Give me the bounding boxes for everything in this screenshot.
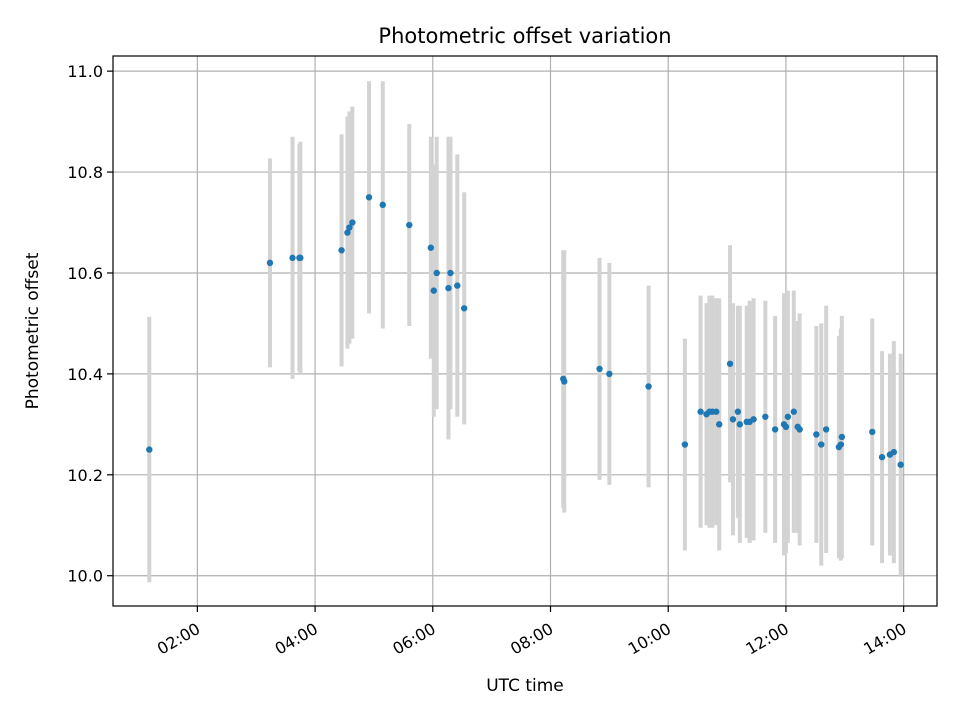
data-point: [890, 448, 898, 456]
y-axis-ticks: 10.0 10.2 10.4 10.6 10.8 11.0: [67, 62, 113, 586]
data-point: [445, 284, 452, 292]
data-point: [606, 370, 613, 378]
data-point: [784, 413, 792, 420]
data-point: [713, 408, 720, 415]
data-point: [427, 244, 435, 251]
data-point: [430, 287, 437, 294]
data-point: [561, 378, 568, 385]
data-point: [297, 254, 304, 262]
data-point: [750, 416, 757, 423]
plot-frame: [112, 55, 938, 607]
data-point: [734, 408, 742, 415]
data-point: [838, 433, 846, 441]
data-point: [837, 441, 845, 448]
data-point: [338, 247, 345, 254]
data-point: [729, 416, 737, 423]
data-point: [454, 282, 461, 289]
data-point: [346, 224, 353, 231]
y-tick-label: 10.0: [67, 567, 103, 586]
data-point: [681, 441, 689, 448]
data-point: [289, 254, 296, 262]
data-point: [822, 426, 830, 433]
data-point: [433, 269, 440, 277]
data-point: [897, 461, 904, 468]
data-point: [697, 408, 704, 415]
data-point: [762, 413, 769, 420]
data-point: [790, 408, 797, 415]
data-point: [782, 423, 790, 431]
data-point: [771, 426, 779, 433]
data-point: [596, 365, 603, 373]
y-tick-label: 10.4: [67, 365, 103, 384]
data-points: [146, 194, 904, 468]
data-point: [726, 360, 734, 367]
data-point: [146, 446, 153, 453]
data-point: [813, 431, 820, 438]
chart-title: Photometric offset variation: [378, 24, 671, 48]
y-tick-label: 11.0: [67, 62, 103, 81]
data-point: [266, 259, 274, 267]
data-point: [349, 219, 356, 226]
x-axis-label: UTC time: [486, 676, 564, 696]
data-point: [365, 194, 373, 201]
y-axis-label: Photometric offset: [23, 252, 43, 409]
data-point: [878, 453, 886, 461]
data-point: [796, 426, 803, 433]
data-point: [344, 229, 351, 236]
y-tick-label: 10.8: [67, 163, 103, 182]
y-tick-label: 10.2: [67, 466, 103, 485]
data-point: [460, 305, 468, 312]
data-point: [716, 421, 723, 428]
data-point: [736, 421, 744, 428]
y-tick-label: 10.6: [67, 264, 103, 283]
data-point: [869, 428, 876, 436]
data-point: [406, 221, 413, 229]
data-point: [379, 201, 386, 209]
data-point: [818, 441, 825, 448]
data-point: [447, 269, 454, 277]
data-point: [645, 383, 652, 390]
